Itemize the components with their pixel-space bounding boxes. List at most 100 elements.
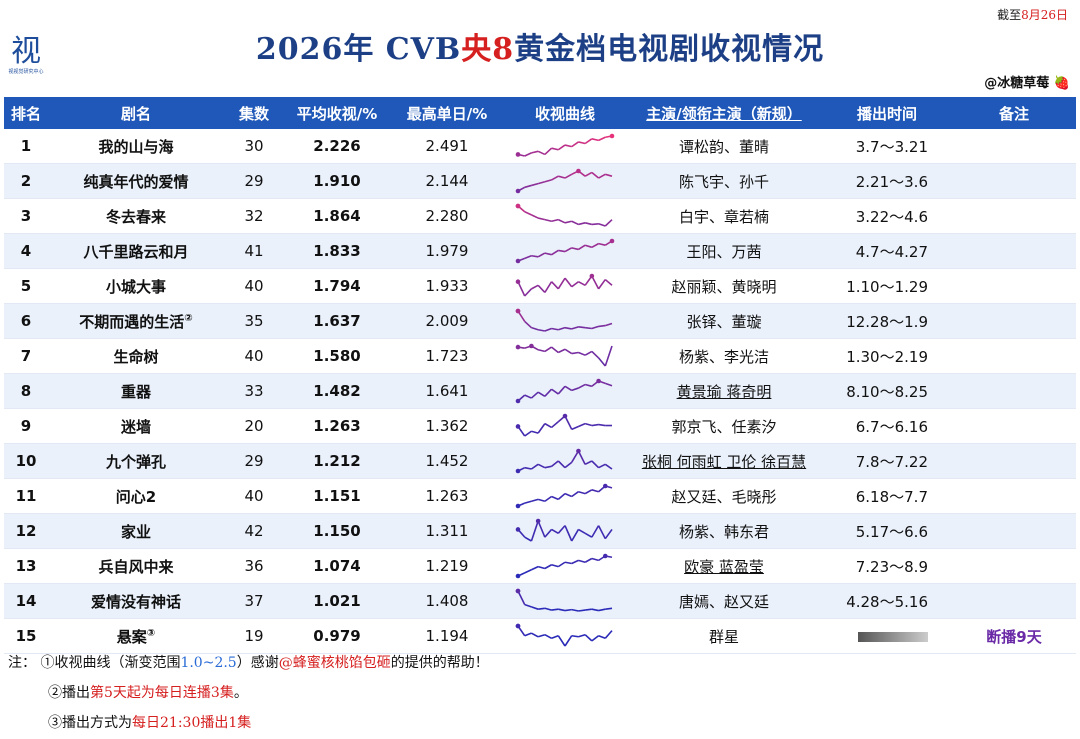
- avg-rating-cell: 2.226: [284, 129, 390, 164]
- curve-segment: [537, 217, 546, 221]
- curve-segment: [598, 423, 606, 427]
- curve-segment: [551, 634, 559, 640]
- curve-segment: [597, 525, 606, 540]
- date-stamp: 截至8月26日: [997, 6, 1068, 23]
- airtime-text: 6.18～7.7: [855, 487, 928, 506]
- rank-cell: 5: [4, 268, 48, 304]
- curve-segment: [571, 281, 579, 288]
- airtime-cell: 3.7～3.21: [822, 129, 952, 164]
- curve-point: [515, 573, 521, 579]
- title-text: 生命树: [113, 347, 159, 366]
- airtime-text: 5.17～6.6: [855, 522, 928, 541]
- curve-segment: [558, 249, 566, 253]
- title-cell: 兵自风中来: [48, 548, 224, 584]
- note-cell: [952, 583, 1076, 619]
- curve-segment: [524, 466, 532, 470]
- rating-curve: [515, 623, 613, 647]
- curve-segment: [564, 525, 573, 542]
- curve-segment: [551, 388, 559, 395]
- avg-rating-cell: 1.151: [284, 478, 390, 514]
- actors-text: 郭京飞、任素汐: [671, 417, 777, 436]
- curve-segment: [537, 463, 546, 469]
- footnote-1-text-b: ）感谢: [236, 655, 279, 671]
- table-body: 1 我的山与海 30 2.226 2.491 谭松韵、董晴 3.7～3.21 2 纯真年代的爱情…: [4, 129, 1076, 654]
- curve-segment: [584, 138, 593, 145]
- curve-segment: [591, 275, 600, 290]
- title-cell: 冬去春来: [48, 198, 224, 234]
- curve-segment: [530, 391, 539, 399]
- curve-segment: [557, 460, 566, 469]
- actors-text: 杨紫、李光洁: [678, 347, 769, 366]
- curve-segment: [584, 222, 593, 226]
- rating-curve: [515, 308, 613, 332]
- avg-rating-cell: 1.212: [284, 443, 390, 479]
- curve-segment: [531, 326, 539, 331]
- curve-segment: [564, 173, 573, 179]
- curve-segment: [537, 391, 546, 397]
- actors-text: 赵又廷、毛晓彤: [671, 487, 777, 506]
- curve-point: [515, 152, 521, 157]
- note-cell: [952, 548, 1076, 584]
- curve-segment: [564, 492, 573, 498]
- curve-segment: [544, 147, 553, 156]
- curve-segment: [564, 277, 573, 288]
- curve-segment: [524, 152, 532, 157]
- title-text: 不期而遇的生活: [79, 312, 185, 331]
- table-row: 9 迷墙 20 1.263 1.362 郭京飞、任素汐 6.7～6.16: [4, 408, 1076, 444]
- episodes-cell: 30: [224, 129, 284, 164]
- rank-cell: 15: [4, 618, 48, 654]
- title-text: 问心2: [115, 487, 157, 506]
- rank-cell: 7: [4, 338, 48, 374]
- airtime-text: 7.23～8.9: [855, 557, 928, 576]
- curve-segment: [537, 252, 546, 258]
- table-row: 3 冬去春来 32 1.864 2.280 白宇、章若楠 3.22～4.6: [4, 198, 1076, 234]
- curve-segment: [544, 179, 552, 183]
- header-note: 备注: [952, 97, 1076, 129]
- title-cell: 爱情没有神话: [48, 583, 224, 619]
- curve-segment: [584, 460, 593, 466]
- airtime-cell: 12.28～1.9: [822, 303, 952, 339]
- actors-text: 张铎、董璇: [686, 312, 762, 331]
- rating-curve-cell: [504, 618, 626, 654]
- title-cell: 纯真年代的爱情: [48, 163, 224, 199]
- curve-segment: [530, 520, 539, 542]
- footnote-1-text-a: ①收视曲线（渐变范围: [40, 655, 181, 671]
- avg-rating-cell: 1.074: [284, 548, 390, 584]
- curve-segment: [537, 565, 546, 570]
- title-cell: 重器: [48, 373, 224, 409]
- rating-curve: [515, 378, 613, 404]
- avg-rating-cell: 1.482: [284, 373, 390, 409]
- curve-segment: [550, 281, 559, 290]
- curve-segment: [564, 561, 572, 565]
- table-row: 12 家业 42 1.150 1.311 杨紫、韩东君 5.17～6.6: [4, 513, 1076, 549]
- airtime-text: 3.7～3.21: [855, 137, 928, 156]
- avg-rating-cell: 1.637: [284, 303, 390, 339]
- curve-segment: [551, 608, 559, 611]
- curve-point: [515, 308, 521, 314]
- curve-segment: [591, 350, 600, 359]
- peak-rating-cell: 1.362: [390, 408, 504, 444]
- curve-segment: [564, 144, 572, 148]
- curve-segment: [597, 279, 606, 290]
- curve-segment: [598, 463, 606, 469]
- curve-segment: [517, 590, 526, 605]
- rating-curve-cell: [504, 443, 626, 479]
- airtime-cell: 8.10～8.25: [822, 373, 952, 409]
- header-name: 剧名: [48, 97, 224, 129]
- peak-rating-cell: 2.009: [390, 303, 504, 339]
- curve-segment: [557, 218, 566, 224]
- peak-rating-cell: 1.263: [390, 478, 504, 514]
- curve-segment: [544, 634, 552, 640]
- note-cell: [952, 163, 1076, 199]
- rating-curve: [515, 273, 613, 297]
- curve-segment: [584, 634, 593, 642]
- curve-segment: [517, 281, 526, 297]
- footnote-3: ③播出方式为每日21:30播出1集: [8, 708, 489, 738]
- actors-cell: 谭松韵、董晴: [626, 129, 822, 164]
- curve-segment: [571, 387, 579, 392]
- rating-curve: [515, 483, 613, 509]
- curve-segment: [584, 489, 593, 495]
- title-cell: 不期而遇的生活②: [48, 303, 224, 339]
- curve-segment: [551, 249, 559, 256]
- ratings-table: 排名 剧名 集数 平均收视/% 最高单日/% 收视曲线 主演/领衔主演（新规） …: [4, 97, 1076, 654]
